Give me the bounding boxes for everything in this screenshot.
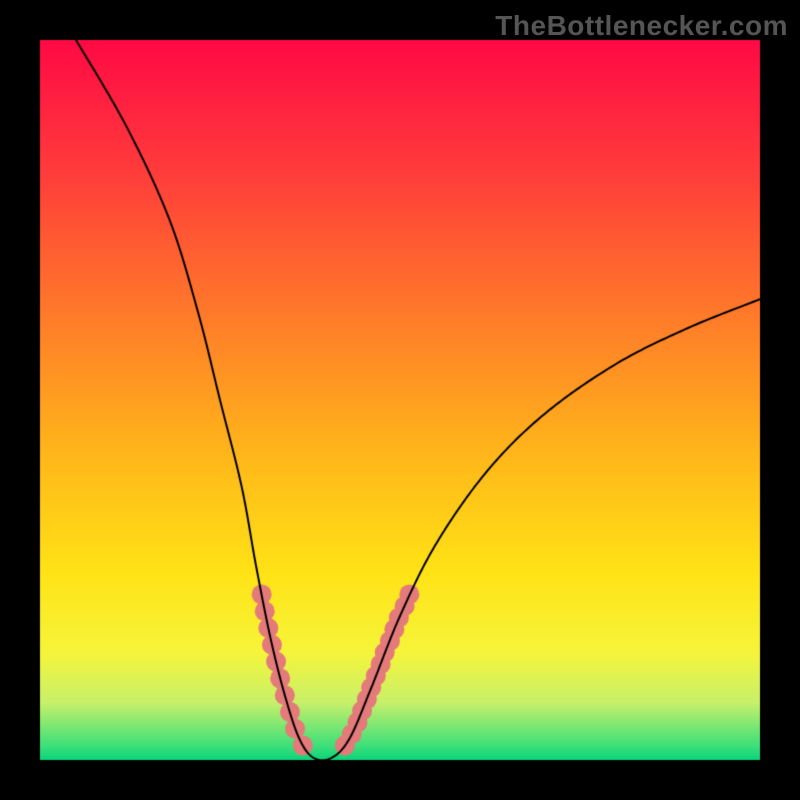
bottleneck-curve-chart [0, 0, 800, 800]
watermark-text: TheBottlenecker.com [495, 10, 788, 42]
chart-stage: TheBottlenecker.com [0, 0, 800, 800]
